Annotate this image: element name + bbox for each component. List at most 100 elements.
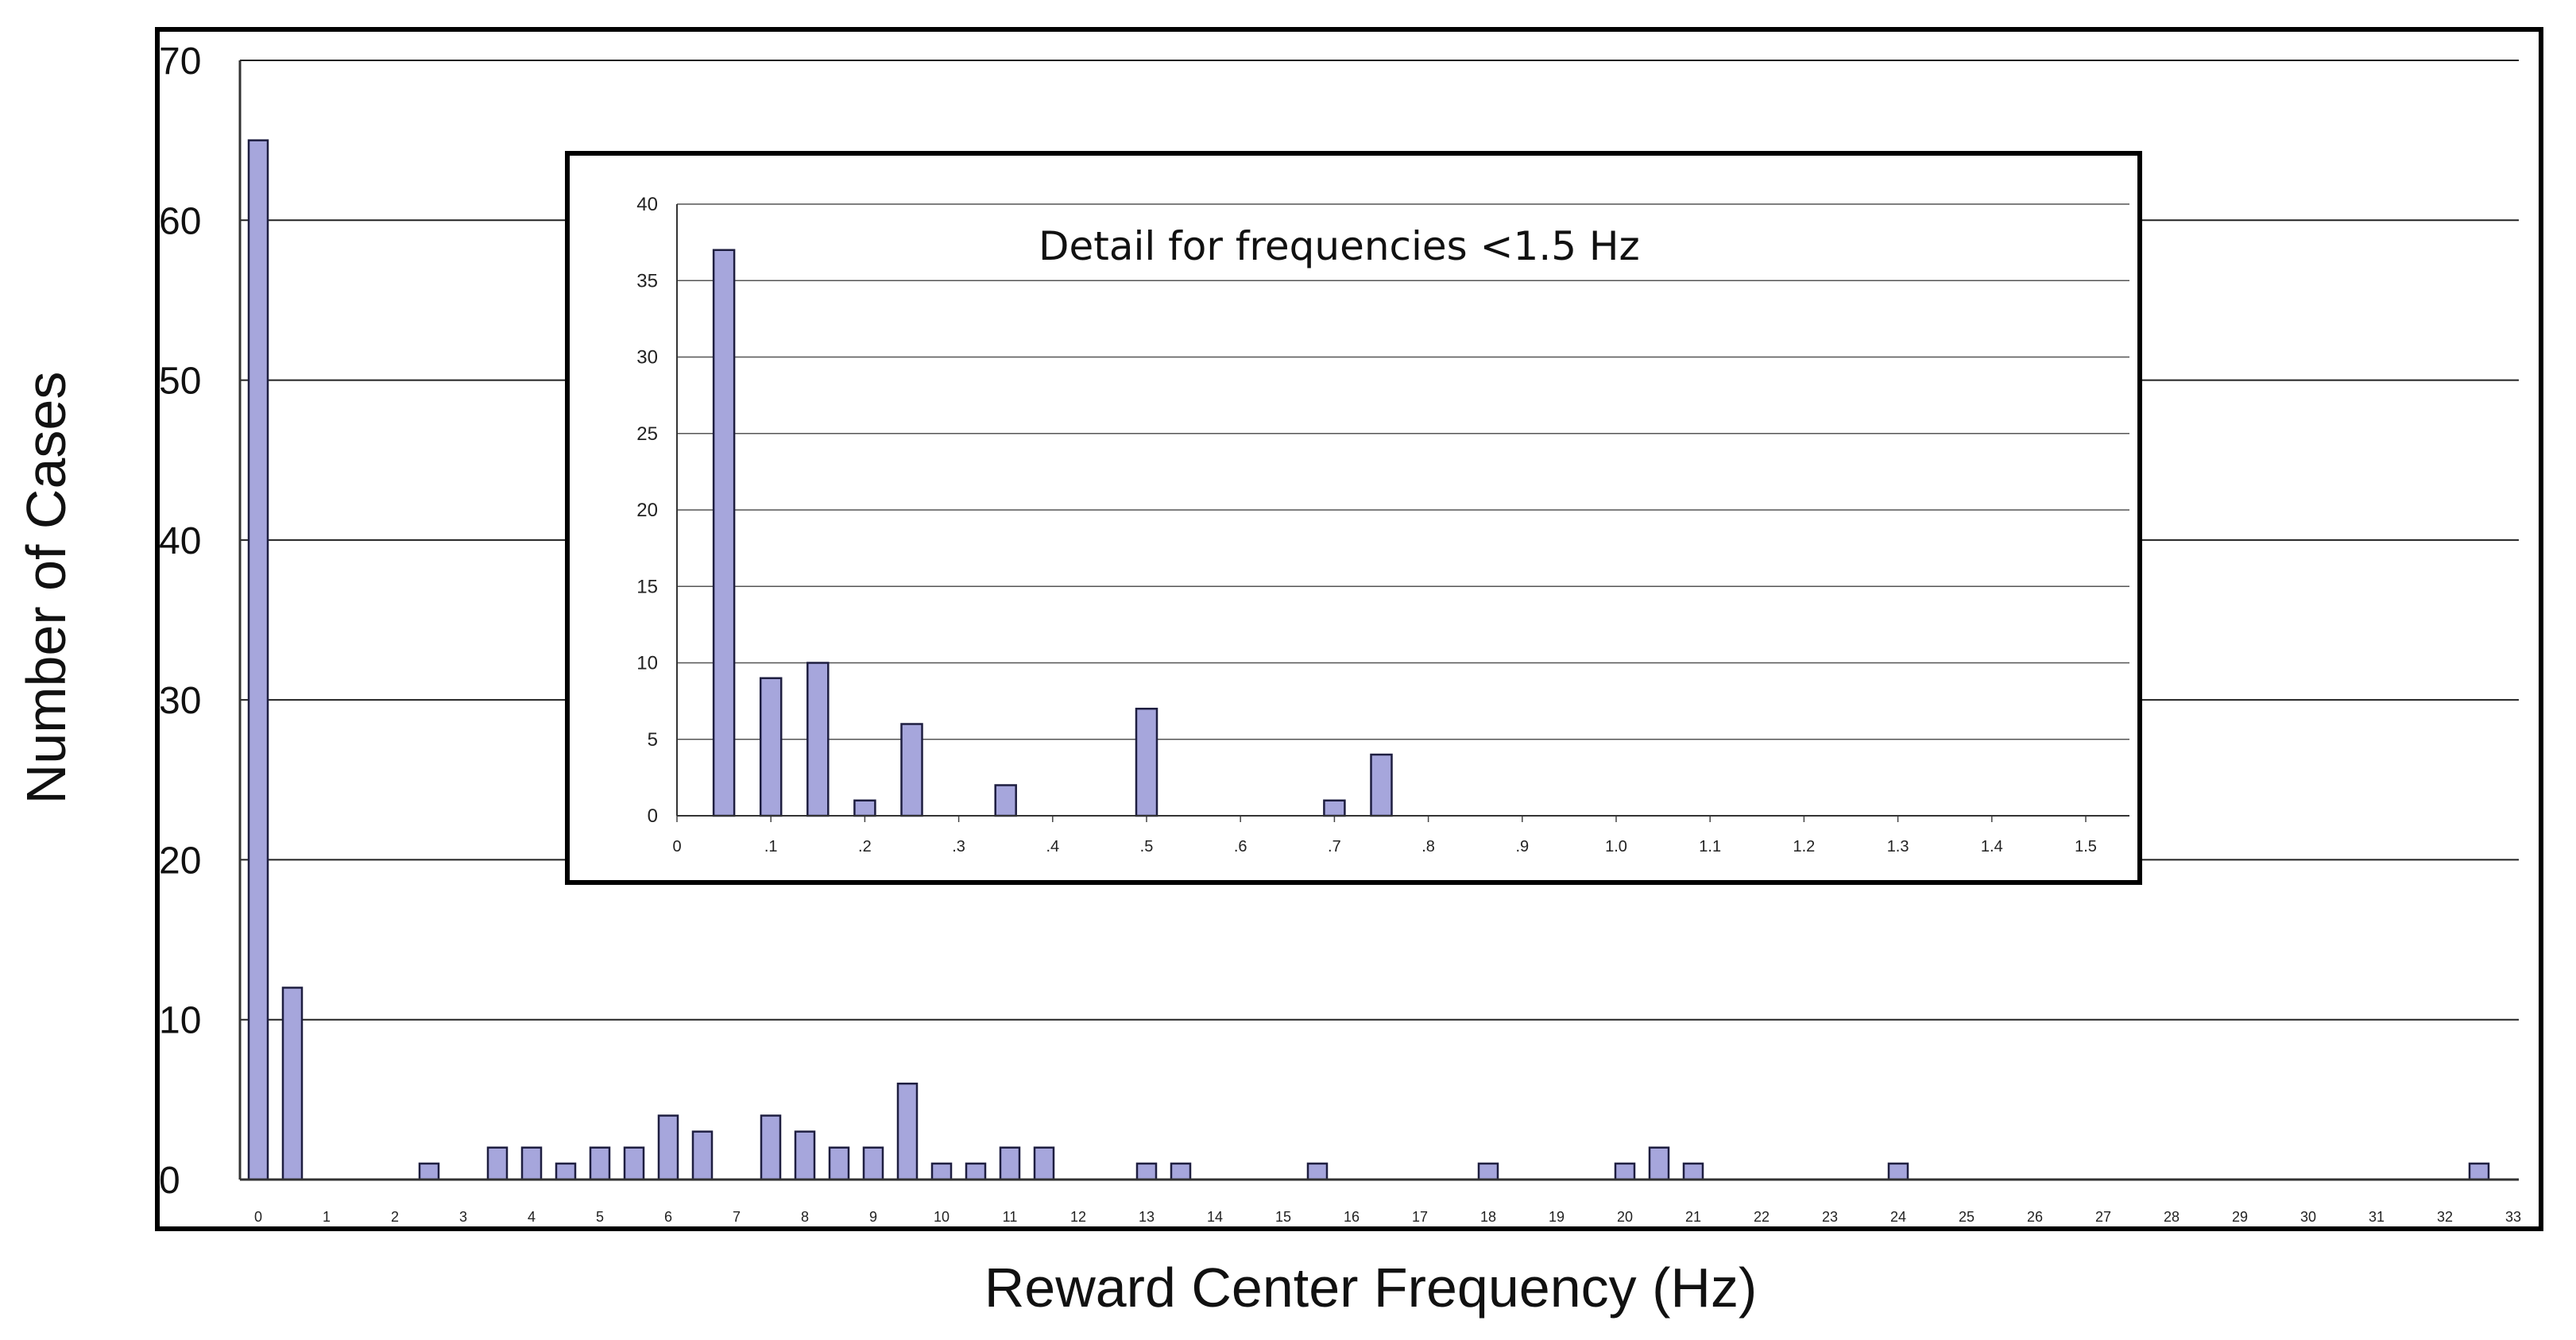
main-x-tick-label: 19 [1549,1209,1565,1225]
main-bar [2468,1162,2490,1181]
inset-y-tick-label: 10 [636,653,658,674]
main-x-tick-label: 32 [2437,1209,2453,1225]
main-y-tick-label: 10 [159,1000,201,1042]
main-x-tick-label: 4 [528,1209,536,1225]
main-x-tick-label: 28 [2164,1209,2180,1225]
main-bar [760,1114,782,1181]
main-bar [1887,1162,1909,1181]
main-bar [828,1146,850,1181]
main-bar [623,1146,645,1181]
main-bar [247,139,269,1181]
main-x-tick-label: 1 [323,1209,331,1225]
inset-bar [759,677,783,817]
main-x-tick-label: 11 [1003,1209,1018,1225]
inset-bar [1135,708,1158,817]
main-x-tick-label: 27 [2095,1209,2111,1225]
main-bar [965,1162,987,1181]
main-x-tick-label: 30 [2300,1209,2316,1225]
inset-y-tick-label: 30 [636,347,658,369]
main-x-tick-label: 25 [1959,1209,1975,1225]
main-y-ticks: 0 10 20 30 40 50 60 70 [159,41,201,1202]
inset-x-tick-label: .7 [1328,838,1341,855]
inset-y-tick-label: 25 [636,423,658,445]
main-x-tick-label: 23 [1822,1209,1838,1225]
main-x-tick-label: 6 [664,1209,672,1225]
inset-x-tick-label: 1.5 [2075,838,2097,855]
inset-x-tick-label: 1.0 [1605,838,1627,855]
main-bar [691,1130,714,1181]
inset-title: Detail for frequencies <1.5 Hz [1039,223,1640,269]
main-x-tick-label: 24 [1890,1209,1906,1225]
main-y-tick-label: 0 [159,1160,180,1202]
main-bar [555,1162,577,1181]
main-bar [281,987,304,1181]
main-bar [1648,1146,1670,1181]
inset-x-tick-label: .9 [1515,838,1529,855]
main-x-tick-label: 33 [2505,1209,2521,1225]
main-y-tick-label: 50 [159,361,201,403]
main-bar [862,1146,884,1181]
main-y-tick-label: 20 [159,840,201,882]
plot-frame [155,27,2543,1231]
inset-bar [900,723,923,817]
main-x-tick-label: 22 [1754,1209,1770,1225]
main-x-tick-label: 12 [1070,1209,1086,1225]
main-x-tick-label: 2 [391,1209,399,1225]
inset-x-tick-label: .8 [1421,838,1435,855]
main-bar [1477,1162,1499,1181]
main-bar [520,1146,543,1181]
main-bar [794,1130,816,1181]
main-y-tick-label: 40 [159,520,201,562]
inset-x-ticks: 0 .1 .2 .3 .4 .5 .6 .7 .8 .9 1.0 1.1 1.2 1.3 1.4 1.5 [672,816,2097,855]
main-bar [1682,1162,1704,1181]
main-bar [418,1162,440,1181]
main-x-tick-label: 31 [2369,1209,2385,1225]
main-x-tick-label: 17 [1412,1209,1428,1225]
inset-x-tick-label: 1.1 [1699,838,1721,855]
main-bar [930,1162,953,1181]
main-x-ticks: 0 1 2 3 4 5 6 7 8 9 10 11 12 13 14 15 16 17 18 19 20 21 22 23 24… [254,1209,2521,1225]
main-y-tick-label: 30 [159,680,201,722]
x-axis-title: Reward Center Frequency (Hz) [984,1257,1758,1319]
inset-bar [853,799,876,817]
main-bar [1033,1146,1055,1181]
main-x-tick-label: 3 [459,1209,467,1225]
main-y-tick-label: 60 [159,200,201,242]
inset-x-tick-label: 0 [672,838,681,855]
y-axis-title: Number of Cases [15,372,77,805]
main-bar [1170,1162,1192,1181]
main-bar [486,1146,509,1181]
main-x-tick-label: 15 [1275,1209,1291,1225]
inset-y-tick-label: 15 [636,576,658,597]
main-bar [1306,1162,1329,1181]
inset-y-tick-label: 35 [636,270,658,292]
inset-y-tick-label: 20 [636,500,658,521]
main-x-tick-label: 26 [2027,1209,2043,1225]
inset-bar [712,249,736,817]
main-x-tick-label: 5 [596,1209,604,1225]
main-bar [1614,1162,1636,1181]
inset-bar [994,784,1017,817]
main-bar [657,1114,679,1181]
main-x-tick-label: 16 [1344,1209,1360,1225]
inset-bars [712,249,1393,817]
inset-x-tick-label: 1.2 [1793,838,1815,855]
main-bar [999,1146,1021,1181]
main-x-tick-label: 20 [1617,1209,1633,1225]
inset-x-tick-label: .5 [1140,838,1154,855]
main-bar [589,1146,611,1181]
main-x-tick-label: 8 [801,1209,809,1225]
inset-x-tick-label: .6 [1234,838,1247,855]
main-x-tick-label: 10 [934,1209,950,1225]
main-y-tick-label: 70 [159,41,201,83]
main-x-tick-label: 13 [1139,1209,1155,1225]
inset-x-tick-label: .2 [858,838,872,855]
inset-frame [565,151,2142,885]
inset-bar [1370,753,1393,817]
inset-y-tick-label: 5 [648,729,658,751]
main-x-tick-label: 0 [254,1209,262,1225]
main-x-tick-label: 29 [2232,1209,2248,1225]
inset-x-tick-label: .1 [764,838,778,855]
main-x-tick-label: 7 [733,1209,741,1225]
